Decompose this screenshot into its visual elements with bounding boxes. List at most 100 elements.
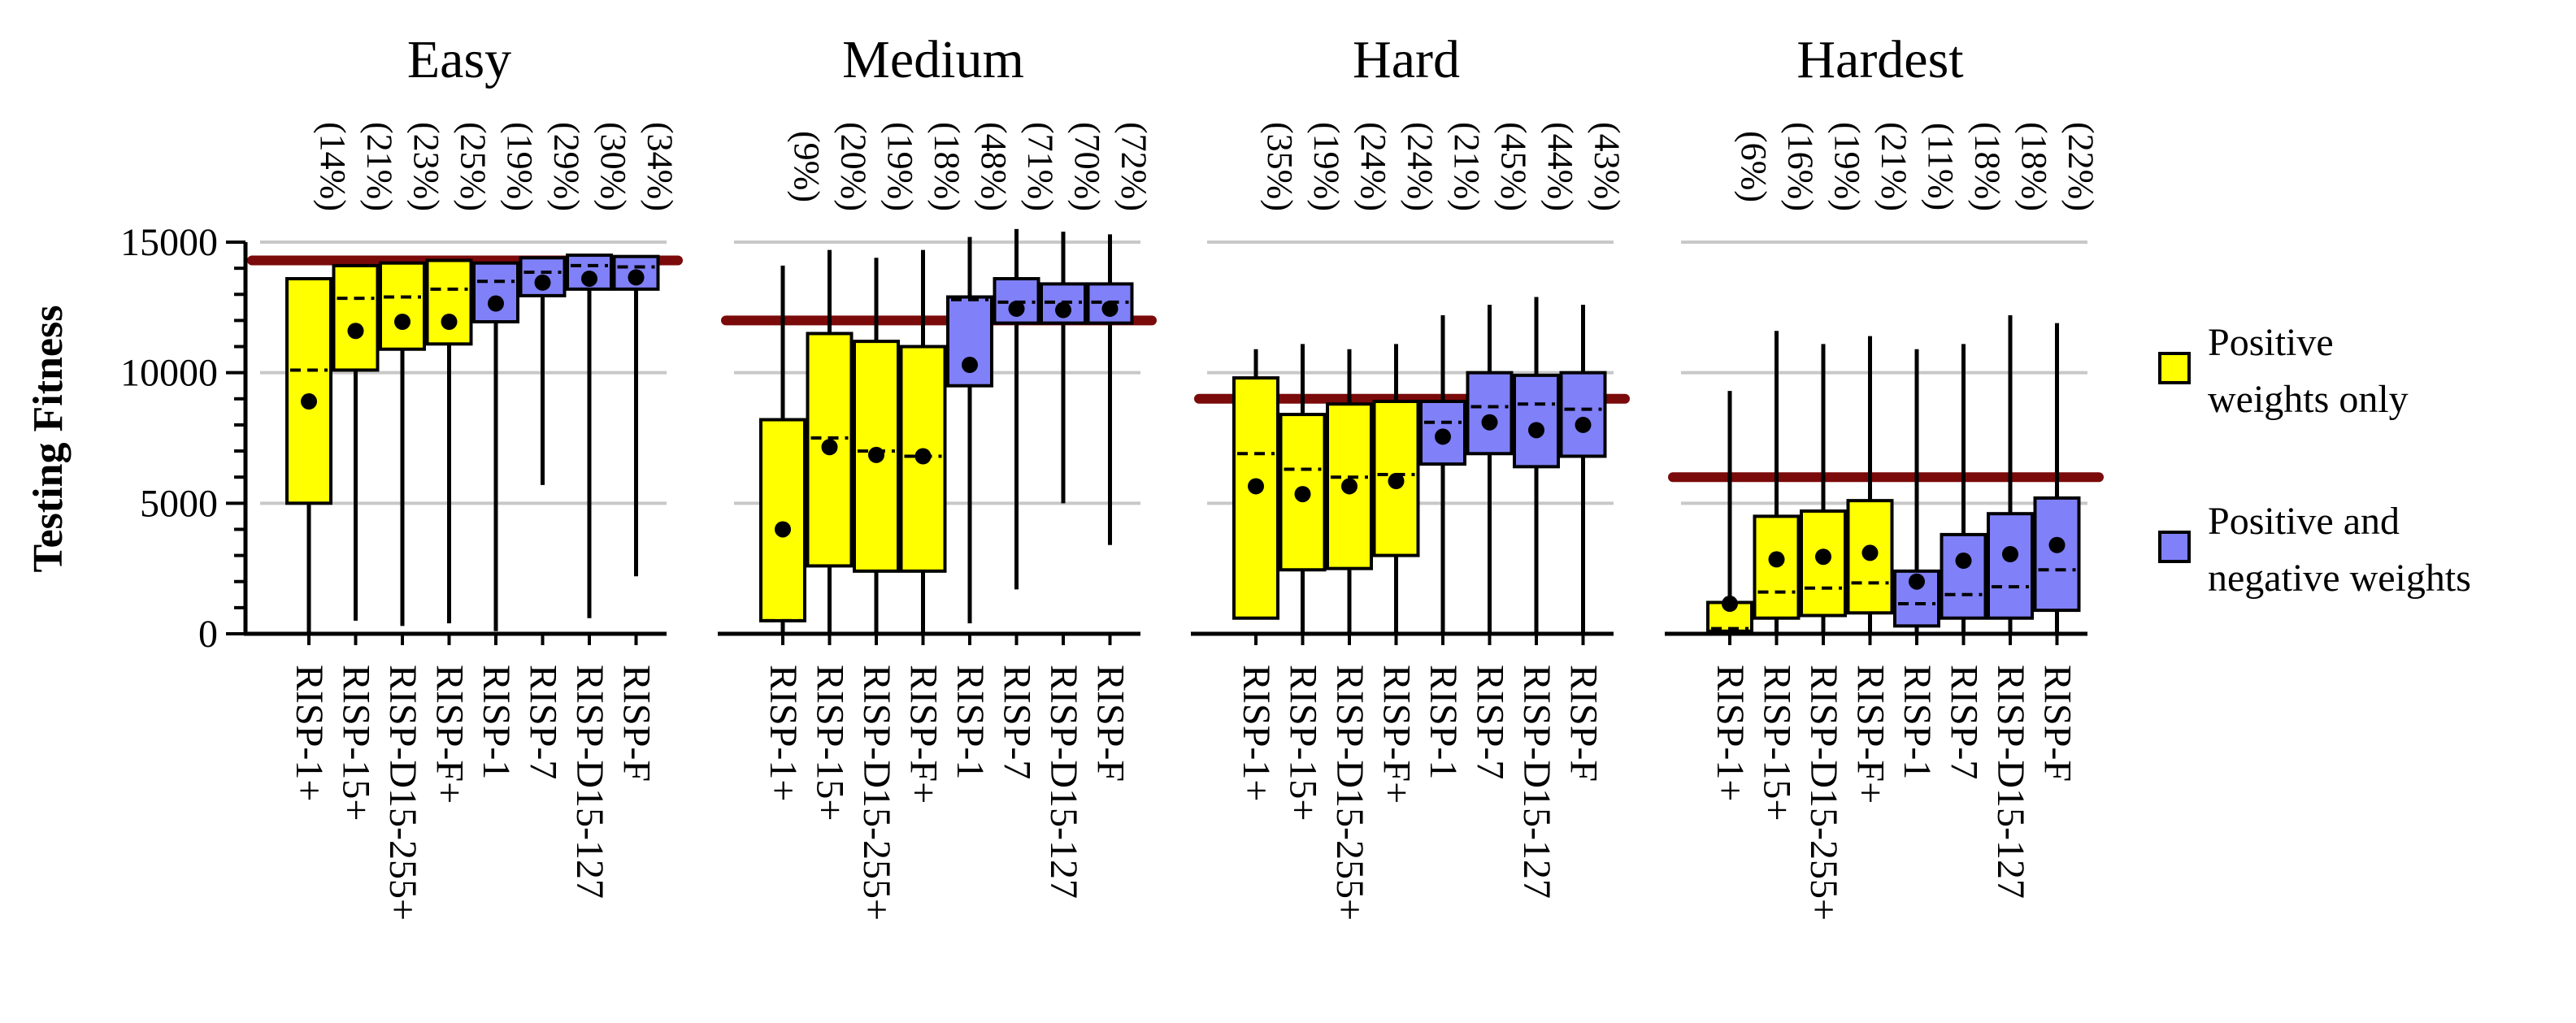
box-risp-15+: (20%) RISP-15+ <box>806 122 874 821</box>
percent-label: (25%) <box>454 122 493 211</box>
x-tick-label: RISP-1+ <box>288 665 331 801</box>
box-risp-d15-127: (30%) RISP-D15-127 <box>566 122 633 899</box>
percent-label: (19%) <box>1307 122 1347 211</box>
panel-title: Hard <box>1353 30 1460 89</box>
mean-point <box>441 314 458 331</box>
x-tick-label: RISP-7 <box>522 665 565 779</box>
box-risp-f: (43%) RISP-F <box>1559 122 1627 782</box>
mean-point <box>1909 573 1925 590</box>
percent-label: (18%) <box>927 122 967 211</box>
box-risp-f+: (21%) RISP-F+ <box>1846 122 1914 804</box>
percent-label: (48%) <box>974 122 1014 211</box>
percent-label: (23%) <box>406 122 446 211</box>
box-risp-7: (18%) RISP-7 <box>1940 122 2008 779</box>
percent-label: (35%) <box>1260 122 1300 211</box>
box-rect <box>806 332 854 568</box>
box-risp-f+: (18%) RISP-F+ <box>899 122 967 804</box>
legend-label-line1: Positive and <box>2208 500 2400 543</box>
percent-label: (21%) <box>1447 122 1487 211</box>
percent-label: (45%) <box>1494 122 1534 211</box>
percent-label: (71%) <box>1021 122 1061 211</box>
box-risp-1: (11%) RISP-1 <box>1893 123 1961 779</box>
mean-point <box>301 393 317 410</box>
x-tick-label: RISP-15+ <box>335 665 378 821</box>
mean-point <box>1481 414 1498 431</box>
panel-hard: Hard (35%) RISP-1+ (19%) RISP-15+ (24%) RISP-D… <box>1191 30 1630 921</box>
mean-point <box>1294 486 1311 503</box>
percent-label: (20%) <box>834 122 874 211</box>
legend-label-line1: Positive <box>2208 321 2334 364</box>
percent-label: (11%) <box>1921 123 1961 210</box>
box-rect <box>1940 532 1987 620</box>
box-risp-7: (29%) RISP-7 <box>519 122 587 779</box>
panel-medium: Medium (9%) RISP-1+ (20%) RISP-15+ (19%) RISP-… <box>718 30 1157 921</box>
percent-label: (30%) <box>593 122 633 211</box>
mean-point <box>1722 596 1738 613</box>
y-axis-label: Testing Fitness <box>25 306 72 573</box>
percent-label: (72%) <box>1114 122 1154 211</box>
mean-point <box>1955 553 1972 570</box>
box-risp-f: (72%) RISP-F <box>1086 122 1154 782</box>
percent-label: (43%) <box>1588 122 1627 211</box>
mean-point <box>1101 300 1119 317</box>
y-tick-label: 5000 <box>140 482 218 525</box>
mean-point <box>1388 473 1405 490</box>
box-risp-7: (45%) RISP-7 <box>1466 122 1534 779</box>
mean-point <box>962 357 978 374</box>
box-rect <box>2033 496 2081 613</box>
box-risp-1+: (14%) RISP-1+ <box>285 122 353 801</box>
box-risp-1: (48%) RISP-1 <box>946 122 1014 779</box>
x-tick-label: RISP-1 <box>1422 665 1465 779</box>
mean-point <box>868 446 884 463</box>
percent-label: (21%) <box>360 122 400 211</box>
x-tick-label: RISP-D15-127 <box>568 665 611 899</box>
box-risp-d15-255+: (19%) RISP-D15-255+ <box>1800 122 1867 921</box>
x-tick-label: RISP-7 <box>1469 665 1512 779</box>
x-tick-label: RISP-15+ <box>1756 665 1799 821</box>
percent-label: (9%) <box>787 131 827 202</box>
x-tick-label: RISP-F <box>1089 665 1132 782</box>
box-risp-7: (71%) RISP-7 <box>993 122 1061 779</box>
box-risp-d15-255+: (23%) RISP-D15-255+ <box>379 122 446 921</box>
box-rect <box>332 263 380 372</box>
box-rect <box>285 276 332 505</box>
x-tick-label: RISP-D15-255+ <box>381 665 424 921</box>
mean-point <box>821 439 838 456</box>
percent-label: (44%) <box>1540 122 1580 211</box>
box-risp-d15-255+: (19%) RISP-D15-255+ <box>853 122 920 921</box>
x-tick-label: RISP-1+ <box>762 665 805 801</box>
percent-label: (21%) <box>1874 122 1914 211</box>
box-risp-d15-127: (70%) RISP-D15-127 <box>1040 122 1107 899</box>
x-tick-label: RISP-F+ <box>902 665 945 804</box>
mean-point <box>2002 545 2018 562</box>
mean-point <box>1248 478 1264 495</box>
box-rect <box>379 261 426 351</box>
box-risp-1+: (35%) RISP-1+ <box>1232 122 1300 801</box>
box-rect <box>1513 373 1560 469</box>
box-risp-d15-127: (18%) RISP-D15-127 <box>1987 122 2054 899</box>
mean-point <box>2048 536 2066 553</box>
x-tick-label: RISP-1 <box>475 665 518 779</box>
percent-label: (22%) <box>2061 122 2101 211</box>
x-tick-label: RISP-1+ <box>1235 665 1278 801</box>
x-tick-label: RISP-D15-127 <box>1042 665 1085 899</box>
box-rect <box>1987 512 2034 620</box>
box-risp-d15-255+: (24%) RISP-D15-255+ <box>1326 122 1393 921</box>
percent-label: (34%) <box>641 122 680 211</box>
y-tick-label: 0 <box>198 613 218 656</box>
mean-point <box>1768 551 1785 568</box>
mean-point <box>1575 416 1592 433</box>
percent-label: (19%) <box>500 122 540 211</box>
box-risp-1+: (6%) RISP-1+ <box>1706 131 1774 801</box>
x-tick-label: RISP-1 <box>1896 665 1939 779</box>
box-rect <box>1559 371 1607 458</box>
legend-item: Positive weights only <box>2158 321 2409 421</box>
percent-label: (16%) <box>1781 122 1821 211</box>
box-rect <box>1466 371 1514 456</box>
x-tick-label: RISP-1 <box>949 665 992 779</box>
percent-label: (19%) <box>880 122 920 211</box>
x-tick-label: RISP-7 <box>996 665 1039 779</box>
mean-point <box>581 270 597 287</box>
percent-label: (18%) <box>2014 122 2054 211</box>
